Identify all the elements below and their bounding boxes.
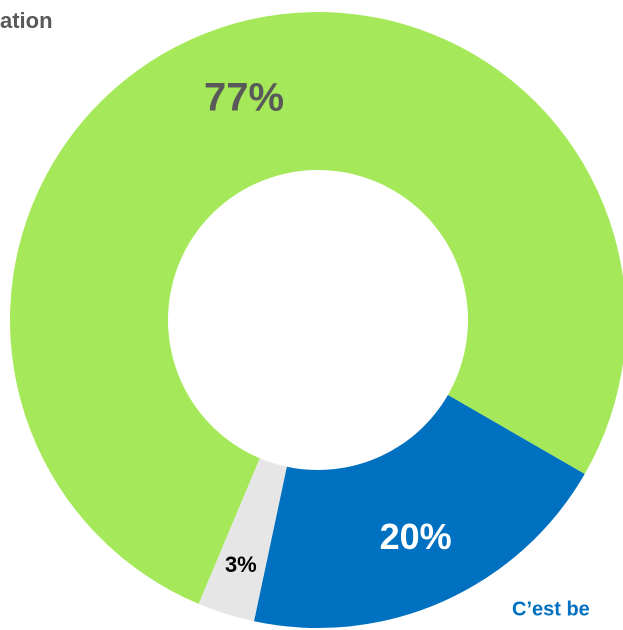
slice	[198, 458, 287, 622]
value-label: 3%	[225, 552, 257, 577]
value-label: 77%	[204, 76, 284, 120]
chart-title: ation	[0, 8, 53, 33]
annotation: C’est be	[512, 598, 590, 620]
slice	[253, 395, 585, 628]
slice	[10, 12, 623, 604]
value-label: 20%	[380, 516, 452, 557]
